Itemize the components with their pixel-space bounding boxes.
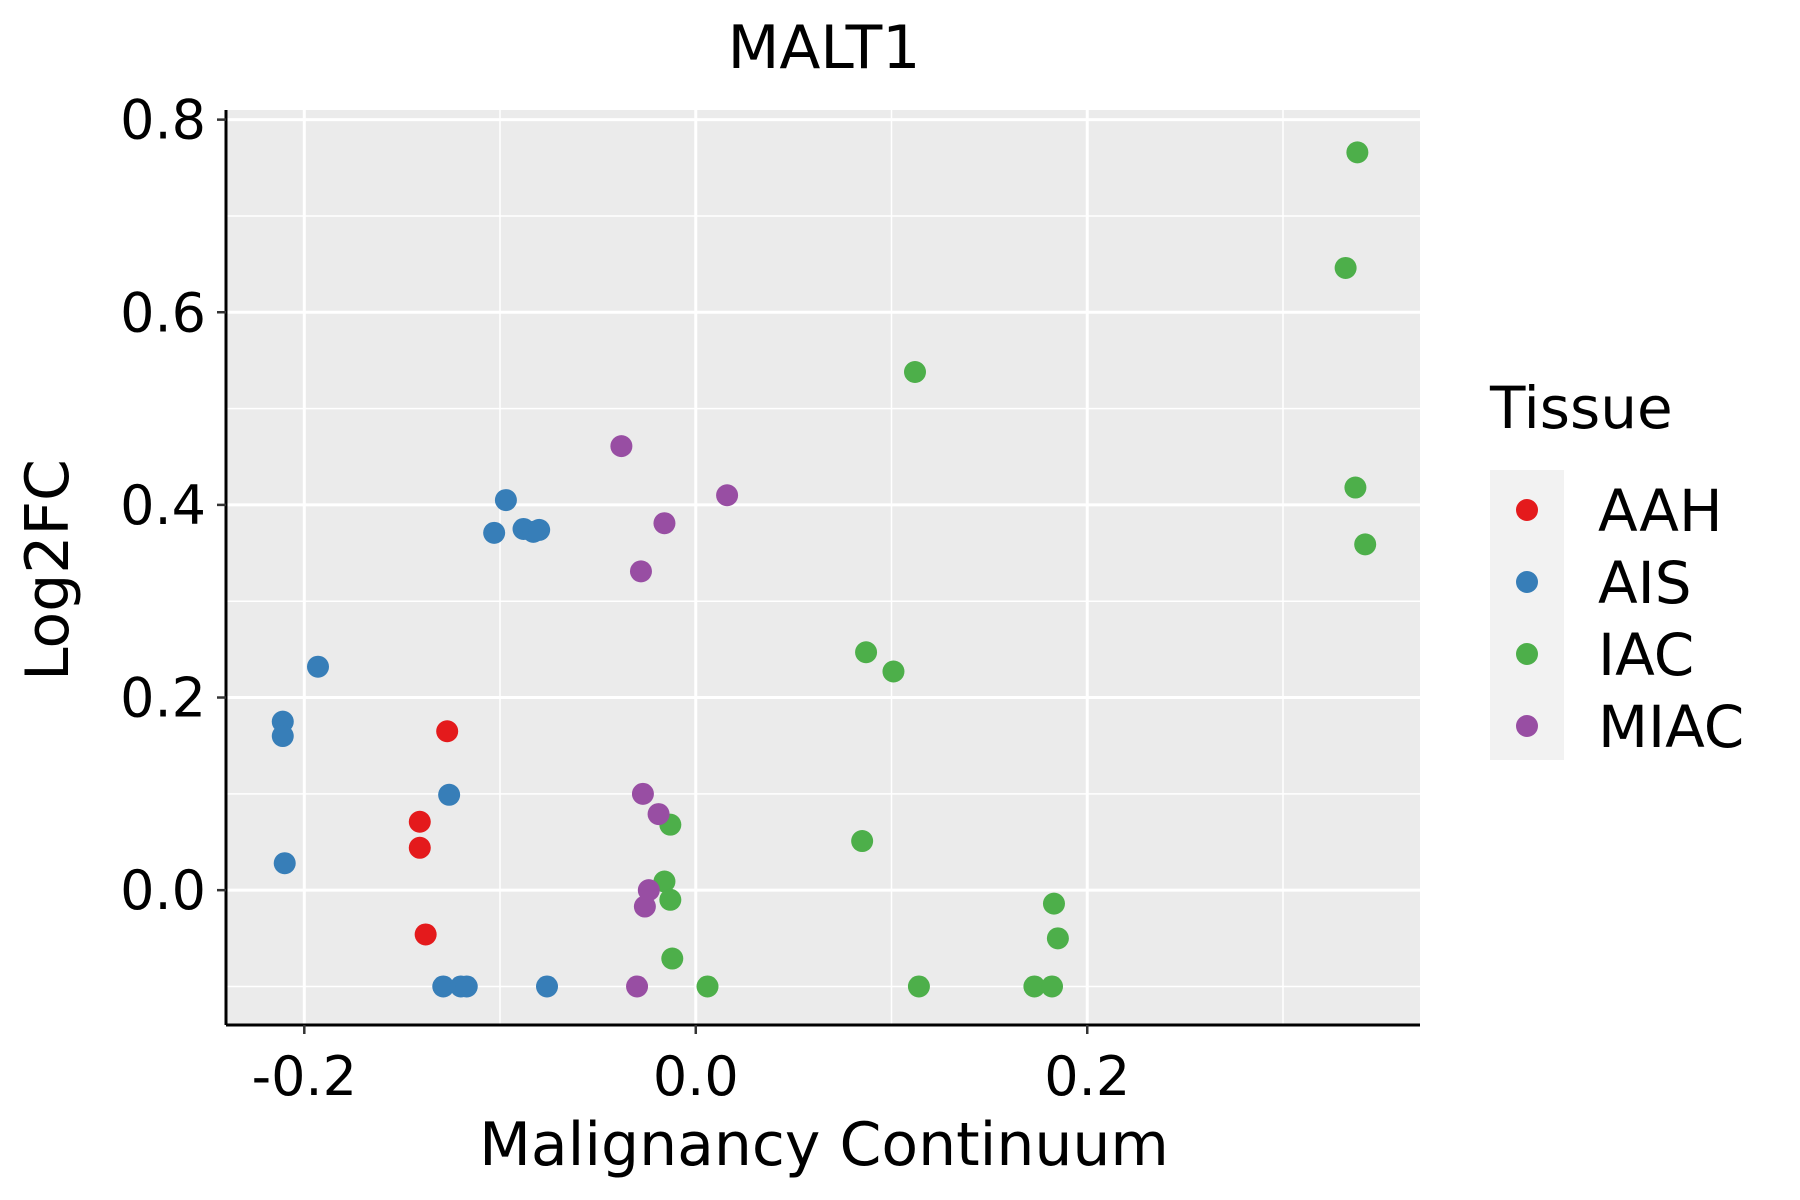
data-point-ais	[528, 518, 551, 541]
data-point-iac	[907, 975, 930, 998]
data-point-aah	[408, 810, 431, 833]
data-point-miac	[647, 803, 670, 826]
legend-label-aah: AAH	[1598, 477, 1723, 545]
x-axis-title: Malignancy Continuum	[479, 1110, 1169, 1180]
data-point-iac	[1046, 927, 1069, 950]
data-point-ais	[494, 489, 517, 512]
data-point-miac	[631, 782, 654, 805]
data-point-iac	[1042, 892, 1065, 915]
data-point-ais	[455, 975, 478, 998]
y-tick-label: 0.6	[120, 281, 206, 344]
data-point-ais	[306, 655, 329, 678]
data-point-miac	[629, 560, 652, 583]
data-point-ais	[273, 852, 296, 875]
data-point-iac	[1334, 256, 1357, 279]
y-tick-label: 0.4	[120, 474, 206, 537]
data-point-ais	[536, 975, 559, 998]
x-ticks: -0.2 0.0 0.2	[252, 1025, 1130, 1108]
data-point-iac	[659, 888, 682, 911]
axes	[224, 110, 1420, 1027]
data-point-miac	[716, 484, 739, 507]
data-point-iac	[696, 975, 719, 998]
data-points	[271, 141, 1377, 998]
y-axis-title: Log2FC	[13, 459, 83, 681]
y-tick-label: 0.0	[120, 859, 206, 922]
x-tick-label: 0.2	[1044, 1045, 1130, 1108]
legend-title: Tissue	[1489, 374, 1673, 442]
plot-panel	[226, 110, 1420, 1025]
data-point-miac	[633, 895, 656, 918]
y-tick-label: 0.8	[120, 89, 206, 152]
data-point-aah	[408, 836, 431, 859]
data-point-miac	[626, 975, 649, 998]
data-point-ais	[271, 725, 294, 748]
minor-gridlines	[226, 110, 1420, 1025]
chart-title: MALT1	[728, 13, 921, 83]
data-point-iac	[1023, 975, 1046, 998]
legend-key-iac	[1516, 643, 1538, 665]
data-point-aah	[436, 720, 459, 743]
data-point-iac	[882, 660, 905, 683]
legend-label-miac: MIAC	[1598, 693, 1744, 761]
legend-key-ais	[1516, 571, 1538, 593]
major-gridlines	[226, 110, 1420, 1025]
legend-key-aah	[1516, 499, 1538, 521]
x-tick-label: 0.0	[653, 1045, 739, 1108]
data-point-ais	[438, 783, 461, 806]
x-tick-label: -0.2	[252, 1045, 357, 1108]
legend-key-miac	[1516, 715, 1538, 737]
data-point-iac	[851, 830, 874, 853]
data-point-iac	[855, 641, 878, 664]
data-point-iac	[1354, 533, 1377, 556]
data-point-miac	[610, 435, 633, 458]
legend-label-ais: AIS	[1598, 549, 1692, 617]
data-point-ais	[483, 521, 506, 544]
y-tick-label: 0.2	[120, 667, 206, 730]
data-point-iac	[903, 360, 926, 383]
data-point-ais	[432, 975, 455, 998]
data-point-miac	[653, 512, 676, 535]
data-point-iac	[1346, 141, 1369, 164]
y-ticks: 0.0 0.2 0.4 0.6 0.8	[120, 89, 226, 922]
data-point-iac	[661, 947, 684, 970]
data-point-iac	[1041, 975, 1064, 998]
legend-label-iac: IAC	[1598, 621, 1694, 689]
data-point-iac	[1344, 476, 1367, 499]
data-point-aah	[414, 923, 437, 946]
